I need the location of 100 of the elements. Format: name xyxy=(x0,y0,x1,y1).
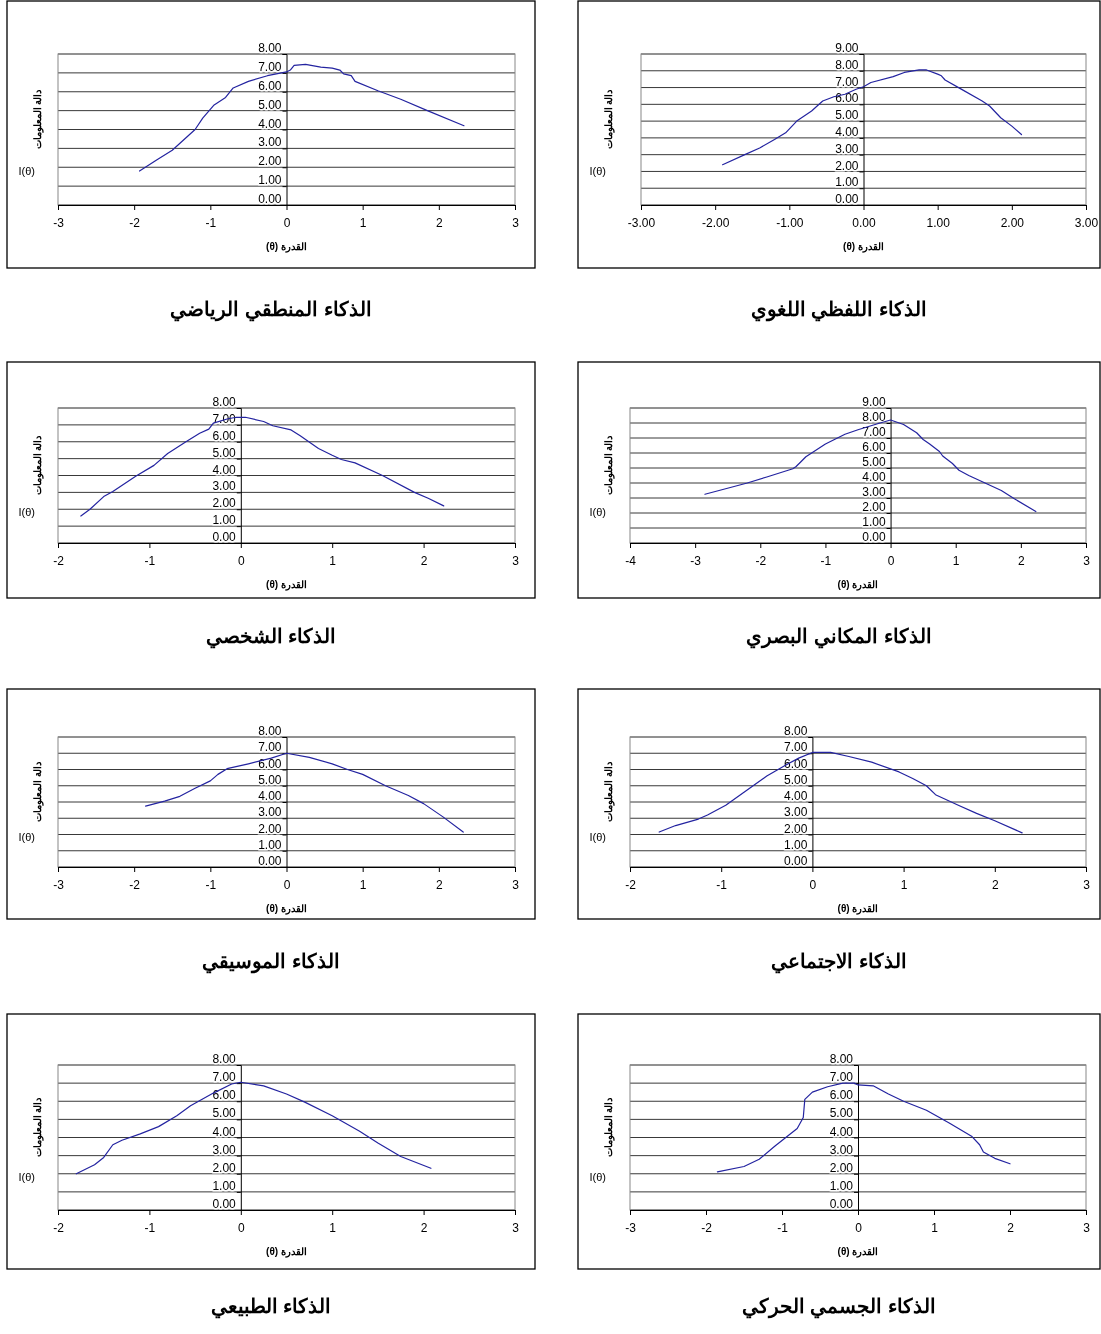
y-tick-label: 7.00 xyxy=(862,425,886,440)
y-tick-label: 8.00 xyxy=(835,57,859,72)
y-tick-label: 6.00 xyxy=(835,91,859,106)
y-tick-label: 6.00 xyxy=(212,428,237,443)
x-tick-label: 0 xyxy=(855,1220,863,1235)
y-tick-label: 9.00 xyxy=(862,395,886,410)
y-tick-label: 7.00 xyxy=(258,740,282,755)
x-axis-title: القدرة (θ) xyxy=(266,1246,307,1258)
y-tick-label: 5.00 xyxy=(212,1106,237,1121)
y-tick-label: 1.00 xyxy=(258,837,282,852)
x-axis-title: القدرة (θ) xyxy=(266,241,307,253)
y-tick-label: 5.00 xyxy=(258,772,282,787)
y-tick-label: 0.00 xyxy=(784,854,808,869)
y-tick-label: 4.00 xyxy=(829,1124,854,1139)
y-tick-label: 2.00 xyxy=(835,158,859,173)
y-tick-label: 3.00 xyxy=(862,485,886,500)
x-tick-label: 2 xyxy=(435,215,443,230)
y-tick-label: 1.00 xyxy=(862,515,886,530)
y-tick-label: 7.00 xyxy=(212,1070,237,1085)
x-tick-label: -1 xyxy=(144,553,156,568)
y-tick-label: 5.00 xyxy=(835,108,859,123)
x-tick-label: -1 xyxy=(144,1220,156,1235)
y-axis-title: دالة المعلومات xyxy=(32,1096,44,1158)
text: I(θ) xyxy=(18,164,35,177)
y-tick-label: 3.00 xyxy=(835,141,859,156)
x-tick-label: 2 xyxy=(420,1220,428,1235)
text: الذكاء المنطقي الرياضي xyxy=(170,298,372,322)
y-tick-label: 0.00 xyxy=(835,192,859,207)
x-tick-label: 3 xyxy=(512,553,520,568)
x-tick-label: -2 xyxy=(701,1220,713,1235)
y-tick-label: 1.00 xyxy=(258,173,282,188)
x-tick-label: -2.00 xyxy=(701,215,730,230)
x-tick-label: -1 xyxy=(716,877,728,892)
y-tick-label: 1.00 xyxy=(212,1178,237,1193)
x-axis-title: القدرة (θ) xyxy=(837,903,879,915)
y-tick-label: 6.00 xyxy=(258,78,282,93)
y-tick-label: 3.00 xyxy=(784,805,808,820)
y-tick-label: 7.00 xyxy=(829,1070,854,1085)
y-tick-label: 8.00 xyxy=(829,1052,854,1067)
x-axis-title: القدرة (θ) xyxy=(837,1246,879,1258)
y-tick-label: 4.00 xyxy=(258,116,282,131)
text: الذكاء الطبيعي xyxy=(210,1295,332,1319)
x-axis-title: القدرة (θ) xyxy=(843,241,884,253)
y-tick-label: 7.00 xyxy=(784,740,808,755)
y-axis-title: دالة المعلومات xyxy=(603,1096,615,1158)
x-tick-label: 0 xyxy=(283,215,291,230)
y-tick-label: 3.00 xyxy=(258,135,282,150)
y-axis-title: دالة المعلومات xyxy=(32,761,44,822)
y-tick-label: 5.00 xyxy=(212,445,237,460)
y-tick-label: 2.00 xyxy=(258,154,282,169)
x-tick-label: -1 xyxy=(205,877,217,892)
x-tick-label: 1.00 xyxy=(926,215,951,230)
x-tick-label: -2 xyxy=(129,215,141,230)
x-tick-label: 3 xyxy=(512,877,520,892)
text: الذكاء الاجتماعي xyxy=(771,950,907,974)
y-tick-label: 8.00 xyxy=(258,41,282,56)
y-tick-label: 8.00 xyxy=(212,395,237,410)
y-tick-label: 5.00 xyxy=(829,1106,854,1121)
y-tick-label: 0.00 xyxy=(212,1197,237,1212)
x-tick-label: 0 xyxy=(283,877,291,892)
x-tick-label: 3 xyxy=(512,215,520,230)
x-axis-title: القدرة (θ) xyxy=(266,903,307,915)
y-tick-label: 8.00 xyxy=(784,724,808,739)
x-axis-title: القدرة (θ) xyxy=(266,579,307,591)
x-tick-label: -1 xyxy=(205,215,217,230)
text: I(θ) xyxy=(589,1171,606,1183)
x-tick-label: -3 xyxy=(690,553,702,568)
x-tick-label: 3 xyxy=(1083,553,1091,568)
x-tick-label: 2 xyxy=(1007,1220,1015,1235)
x-tick-label: -2 xyxy=(755,553,767,568)
text: I(θ) xyxy=(18,1171,35,1183)
text: الذكاء الجسمي الحركي xyxy=(741,1295,937,1319)
text: I(θ) xyxy=(18,831,35,843)
y-axis-title: دالة المعلومات xyxy=(603,761,615,822)
x-tick-label: 0 xyxy=(809,877,817,892)
y-tick-label: 6.00 xyxy=(862,440,886,455)
x-tick-label: -2 xyxy=(53,1220,65,1235)
text: الذكاء اللفظي اللغوي xyxy=(750,298,928,322)
y-tick-label: 4.00 xyxy=(835,124,859,139)
y-tick-label: 3.00 xyxy=(258,805,282,820)
y-tick-label: 8.00 xyxy=(212,1052,237,1067)
x-tick-label: -2 xyxy=(129,877,141,892)
y-tick-label: 2.00 xyxy=(784,821,808,836)
y-tick-label: 1.00 xyxy=(212,513,237,528)
y-tick-label: 0.00 xyxy=(829,1197,854,1212)
text: I(θ) xyxy=(589,164,606,177)
y-tick-label: 6.00 xyxy=(212,1088,237,1103)
y-axis-title: دالة المعلومات xyxy=(32,434,44,496)
x-tick-label: 0 xyxy=(237,1220,245,1235)
y-tick-label: 4.00 xyxy=(212,1124,237,1139)
x-tick-label: 2 xyxy=(435,877,443,892)
y-tick-label: 1.00 xyxy=(784,837,808,852)
y-tick-label: 0.00 xyxy=(862,530,886,545)
y-tick-label: 5.00 xyxy=(258,97,282,112)
x-tick-label: -1.00 xyxy=(776,215,804,230)
y-tick-label: 1.00 xyxy=(835,175,859,190)
x-tick-label: 2 xyxy=(991,877,999,892)
y-tick-label: 6.00 xyxy=(829,1088,854,1103)
x-tick-label: -3 xyxy=(53,877,65,892)
y-tick-label: 2.00 xyxy=(829,1160,854,1175)
